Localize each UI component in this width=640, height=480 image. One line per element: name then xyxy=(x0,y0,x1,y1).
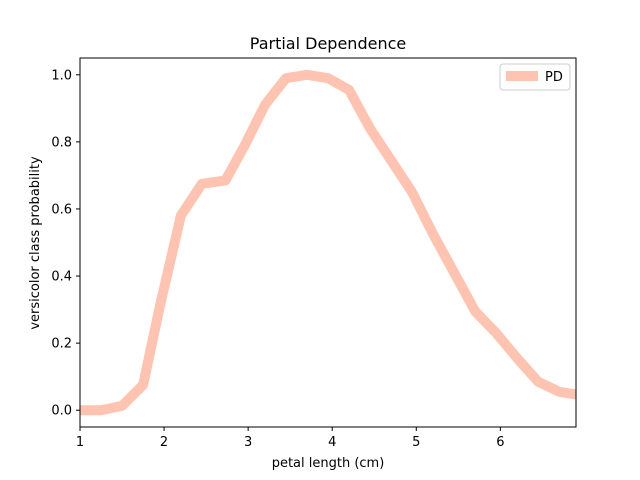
legend: PD xyxy=(499,63,571,91)
plot-area xyxy=(79,57,577,428)
legend-label-pd: PD xyxy=(545,70,563,85)
y-tick-label: 0.4 xyxy=(51,270,72,285)
x-axis-ticks: 1 2 3 4 5 6 xyxy=(76,427,504,450)
x-tick-label: 3 xyxy=(244,435,252,450)
x-tick-label: 5 xyxy=(412,435,420,450)
y-tick-label: 0.6 xyxy=(51,202,72,217)
axes-frame xyxy=(79,57,577,428)
y-tick-label: 0.8 xyxy=(51,135,72,150)
y-axis-label: versicolor class probability xyxy=(28,156,43,330)
series-line-pd xyxy=(80,69,576,416)
data-layer xyxy=(80,69,576,416)
x-tick-label: 6 xyxy=(496,435,504,450)
chart-title: Partial Dependence xyxy=(250,34,406,53)
x-tick-label: 1 xyxy=(76,435,84,450)
x-tick-label: 4 xyxy=(328,435,336,450)
y-axis-ticks: 0.0 0.2 0.4 0.6 0.8 1.0 xyxy=(51,68,80,419)
y-tick-label: 1.0 xyxy=(51,68,72,83)
y-tick-label: 0.0 xyxy=(51,404,72,419)
x-axis-label: petal length (cm) xyxy=(272,456,385,471)
y-tick-label: 0.2 xyxy=(51,337,72,352)
x-tick-label: 2 xyxy=(160,435,168,450)
